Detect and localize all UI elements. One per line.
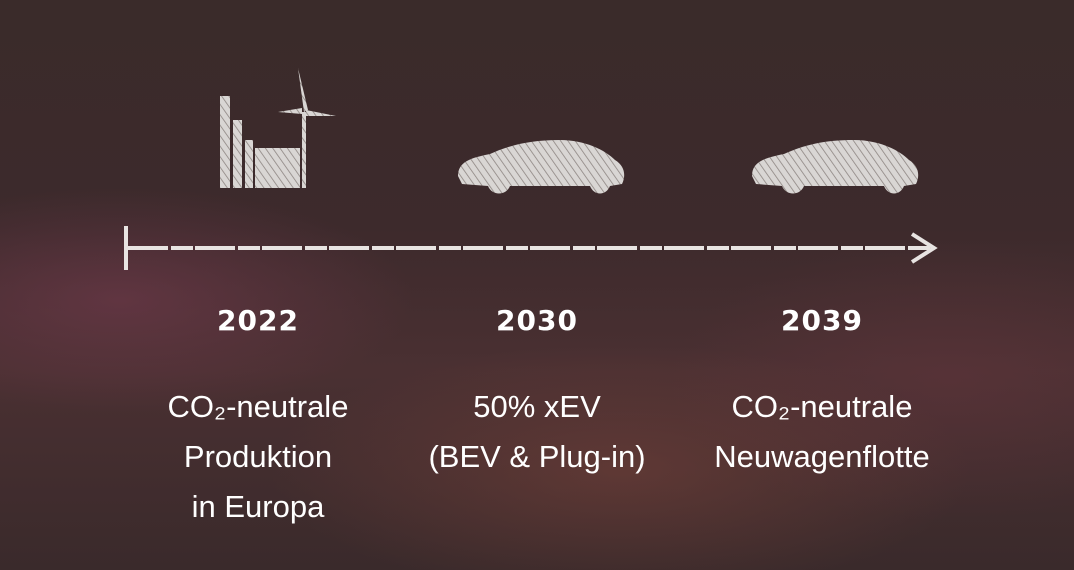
description-line: in Europa [108, 482, 408, 532]
description-line: 50% xEV [387, 382, 687, 432]
milestone-year: 2030 [407, 304, 667, 337]
car-icon [458, 140, 624, 194]
milestone-description: 50% xEV(BEV & Plug-in) [387, 382, 687, 482]
timeline-infographic: 2022CO₂-neutraleProduktionin Europa20305… [0, 0, 1074, 570]
description-line: Neuwagenflotte [672, 432, 972, 482]
milestone-year: 2039 [692, 304, 952, 337]
description-line: (BEV & Plug-in) [387, 432, 687, 482]
description-line: CO₂-neutrale [672, 382, 972, 432]
timeline-arrow [126, 226, 934, 270]
description-line: Produktion [108, 432, 408, 482]
description-line: CO₂-neutrale [108, 382, 408, 432]
factory-icon [220, 68, 336, 188]
car-icon [752, 140, 918, 194]
milestone-year: 2022 [128, 304, 388, 337]
